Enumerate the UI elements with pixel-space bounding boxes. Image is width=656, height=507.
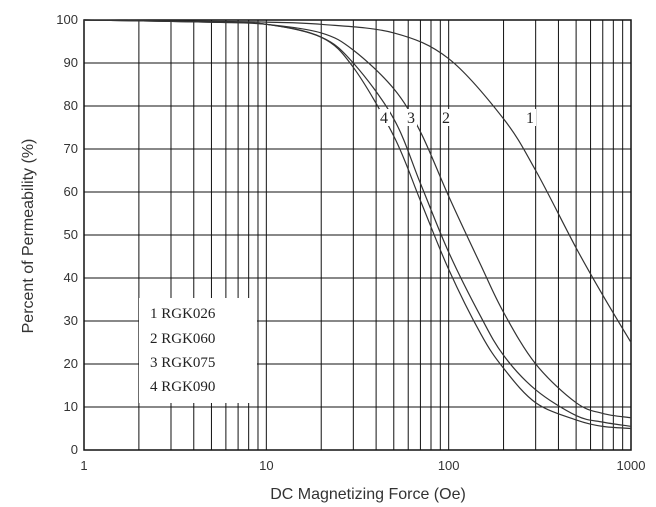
curve-label-bg bbox=[441, 109, 452, 126]
curve-label-4: 4 bbox=[380, 110, 388, 127]
x-tick-label: 100 bbox=[438, 458, 460, 473]
legend-entry: 3 RGK075 bbox=[150, 355, 215, 371]
curve-label-3: 3 bbox=[407, 110, 415, 127]
curve-label-bg bbox=[379, 109, 390, 126]
legend-entry: 1 RGK026 bbox=[150, 306, 216, 322]
curve-label-bg bbox=[406, 109, 417, 126]
x-axis-label: DC Magnetizing Force (Oe) bbox=[270, 486, 466, 503]
y-tick-label: 50 bbox=[64, 227, 78, 242]
y-tick-label: 40 bbox=[64, 270, 78, 285]
series-line-rgk026 bbox=[83, 19, 632, 343]
y-axis-ticks: 0 10 20 30 40 50 60 70 80 90 100 bbox=[56, 12, 78, 457]
series-line-rgk090 bbox=[83, 19, 632, 430]
curve-label-bg bbox=[525, 109, 536, 126]
y-tick-label: 100 bbox=[56, 12, 78, 27]
series-lines bbox=[83, 19, 632, 430]
y-tick-label: 60 bbox=[64, 184, 78, 199]
x-tick-label: 1000 bbox=[617, 458, 646, 473]
y-axis-label: Percent of Permeability (%) bbox=[20, 139, 37, 334]
legend-entry: 2 RGK060 bbox=[150, 331, 215, 347]
legend-entry: 4 RGK090 bbox=[150, 379, 215, 395]
curve-label-2: 2 bbox=[442, 110, 450, 127]
x-tick-label: 1 bbox=[80, 458, 87, 473]
y-tick-label: 70 bbox=[64, 141, 78, 156]
plot-border bbox=[83, 19, 632, 451]
y-tick-label: 30 bbox=[64, 313, 78, 328]
legend: 1 RGK026 2 RGK060 3 RGK075 4 RGK090 bbox=[139, 298, 257, 403]
y-tick-label: 80 bbox=[64, 98, 78, 113]
y-tick-label: 0 bbox=[71, 442, 78, 457]
x-tick-label: 10 bbox=[259, 458, 273, 473]
y-tick-label: 10 bbox=[64, 399, 78, 414]
legend-box bbox=[139, 298, 257, 403]
y-tick-label: 20 bbox=[64, 356, 78, 371]
x-axis-ticks: 1 10 100 1000 bbox=[80, 458, 645, 473]
y-tick-label: 90 bbox=[64, 55, 78, 70]
curve-label-1: 1 bbox=[526, 110, 534, 127]
series-curve-labels: 1 2 3 4 bbox=[379, 109, 536, 127]
